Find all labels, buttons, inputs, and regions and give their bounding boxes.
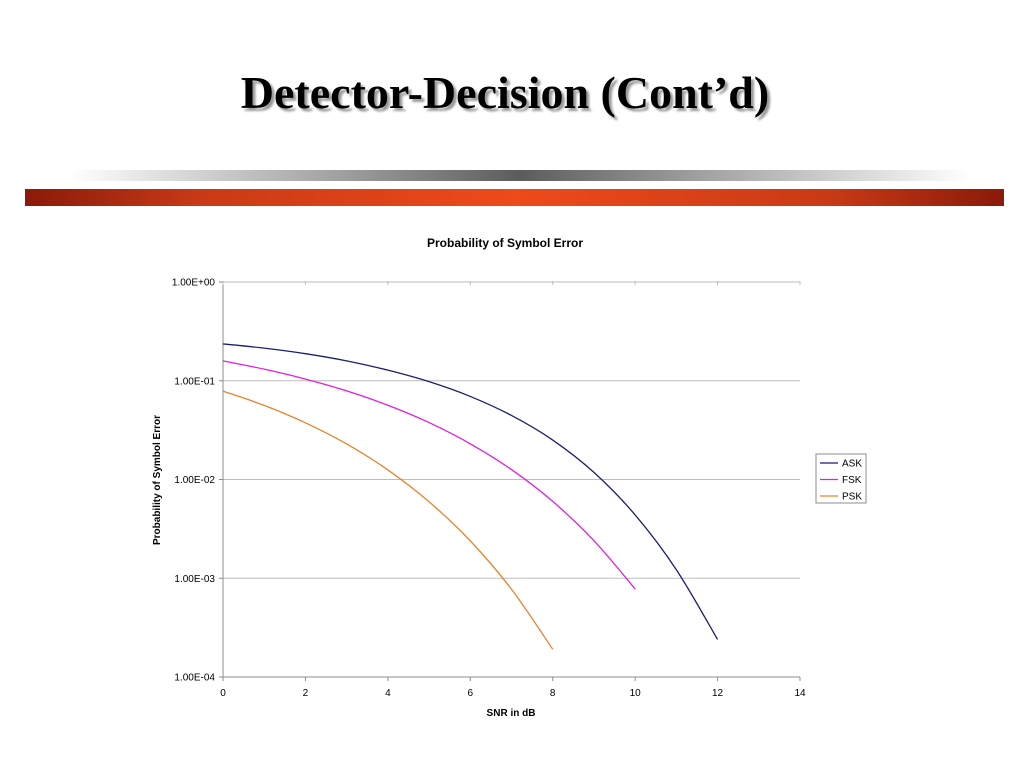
- x-tick-label: 4: [385, 688, 391, 699]
- decorative-grey-rule: [70, 170, 970, 181]
- legend-label-psk: PSK: [842, 492, 862, 503]
- series-line-fsk: [222, 360, 636, 590]
- x-tick-label: 2: [303, 688, 309, 699]
- legend-label-ask: ASK: [842, 459, 862, 470]
- y-tick-label: 1.00E+00: [172, 278, 216, 289]
- x-tick-label: 6: [468, 688, 474, 699]
- y-tick-label: 1.00E-04: [174, 673, 215, 684]
- chart-title: Probability of Symbol Error: [427, 236, 583, 250]
- x-tick-labels: 0 2 4 6 8 10 12 14: [220, 281, 806, 699]
- legend-label-fsk: FSK: [842, 475, 862, 486]
- y-tick-label: 1.00E-02: [174, 475, 215, 486]
- decorative-red-bar: [25, 189, 1004, 206]
- x-tick-label: 12: [712, 688, 724, 699]
- x-tick-label: 10: [630, 688, 642, 699]
- series-line-ask: [222, 343, 719, 640]
- y-axis-label: Probability of Symbol Error: [152, 415, 163, 545]
- x-tick-label: 14: [794, 688, 806, 699]
- grid-lines: [223, 281, 800, 678]
- legend-box: [815, 453, 867, 504]
- y-tick-labels: 1.00E+00 1.00E-01 1.00E-02 1.00E-03 1.00E-04: [172, 278, 223, 684]
- x-tick-label: 0: [220, 688, 226, 699]
- y-tick-label: 1.00E-03: [174, 574, 215, 585]
- slide-title: Detector-Decision (Cont’d): [240, 67, 770, 118]
- series-line-psk: [222, 390, 554, 650]
- x-axis-label: SNR in dB: [487, 708, 536, 719]
- y-tick-label: 1.00E-01: [174, 376, 215, 387]
- legend: ASK FSK PSK: [815, 453, 867, 504]
- x-tick-label: 8: [550, 688, 556, 699]
- series-lines: [222, 343, 719, 650]
